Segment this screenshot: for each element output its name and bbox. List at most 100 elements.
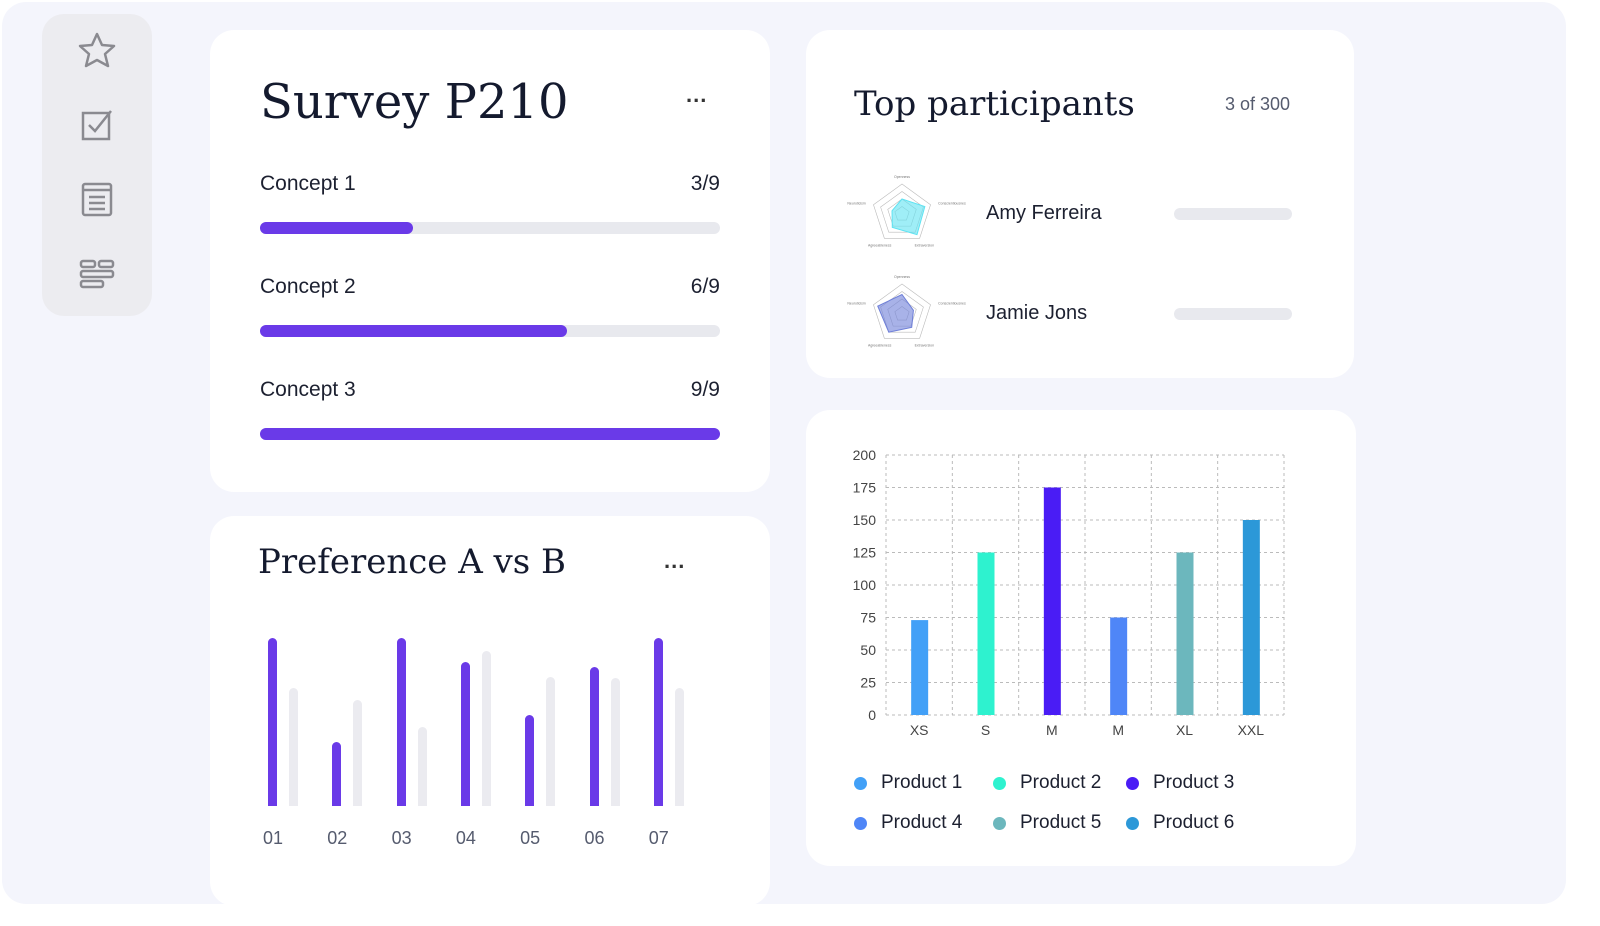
concept-score: 6/9 bbox=[690, 275, 720, 298]
radar-shape bbox=[877, 293, 914, 333]
x-tick-label: 07 bbox=[648, 828, 669, 848]
legend-item[interactable]: Product 4 bbox=[854, 812, 962, 834]
document-list-icon[interactable] bbox=[76, 178, 118, 220]
x-tick-label: M bbox=[1112, 722, 1124, 738]
checkbox-icon[interactable] bbox=[76, 104, 118, 146]
radar-axis-label: Neuroticism bbox=[847, 301, 866, 305]
star-icon[interactable] bbox=[76, 30, 118, 72]
legend-item[interactable]: Product 3 bbox=[1126, 772, 1234, 794]
preference-bar bbox=[396, 638, 406, 806]
y-tick-label: 125 bbox=[853, 545, 877, 561]
preference-bar bbox=[610, 678, 620, 806]
personality-radar-chart: Openness Conscientiousness Extraversion Agr… bbox=[847, 175, 967, 248]
progress-fill bbox=[260, 325, 567, 337]
legend-dot bbox=[993, 776, 1006, 790]
concept-row: Concept 1 3/9 bbox=[260, 172, 720, 196]
legend-item[interactable]: Product 6 bbox=[1126, 812, 1234, 834]
product-bar[interactable] bbox=[1176, 552, 1194, 716]
y-tick-label: 100 bbox=[853, 577, 877, 593]
participant-score-bar bbox=[1174, 208, 1292, 220]
concept-score: 3/9 bbox=[690, 172, 720, 195]
radar-axis-label: Agreeableness bbox=[868, 244, 892, 248]
participants-count: 3 of 300 bbox=[1224, 94, 1290, 114]
legend-label: Product 2 bbox=[1020, 772, 1102, 793]
radar-axis-label: Extraversion bbox=[915, 244, 935, 248]
more-menu-button[interactable]: ... bbox=[664, 548, 686, 573]
participant-score-bar bbox=[1174, 308, 1292, 320]
concept-score: 9/9 bbox=[690, 378, 720, 401]
preference-bar bbox=[417, 727, 427, 806]
product-bar[interactable] bbox=[1110, 617, 1128, 716]
more-menu-button[interactable]: ... bbox=[686, 82, 708, 107]
legend-dot bbox=[854, 816, 867, 830]
legend-item[interactable]: Product 1 bbox=[854, 772, 962, 794]
radar-axis-label: Conscientiousness bbox=[938, 301, 966, 305]
y-tick-label: 25 bbox=[860, 675, 876, 691]
concept-progress-bar bbox=[260, 222, 720, 234]
radar-axis-label: Openness bbox=[894, 175, 910, 179]
participants-title: Top participants bbox=[854, 84, 1135, 124]
legend-label: Product 3 bbox=[1153, 772, 1235, 793]
preference-bar bbox=[653, 638, 663, 806]
legend-item[interactable]: Product 2 bbox=[993, 772, 1101, 794]
radar-shape bbox=[891, 198, 926, 236]
legend-label: Product 5 bbox=[1020, 812, 1102, 833]
preference-bar bbox=[268, 638, 277, 806]
preference-bar bbox=[289, 688, 298, 806]
progress-fill bbox=[260, 222, 414, 234]
preference-bar bbox=[481, 651, 491, 806]
legend-label: Product 1 bbox=[881, 772, 963, 793]
concept-progress-bar bbox=[260, 325, 720, 337]
y-tick-label: 150 bbox=[853, 512, 877, 528]
participant-row[interactable]: Openness Conscientiousness Extraversion Agr… bbox=[846, 270, 1306, 360]
legend-label: Product 6 bbox=[1153, 812, 1235, 833]
radar-axis-label: Neuroticism bbox=[847, 201, 866, 205]
preference-bar bbox=[332, 742, 342, 806]
radar-axis-label: Agreeableness bbox=[868, 344, 892, 348]
preference-bar bbox=[546, 676, 556, 806]
progress-fill bbox=[260, 428, 720, 440]
radar-axis-label: Conscientiousness bbox=[938, 201, 966, 205]
preference-bar bbox=[674, 688, 684, 806]
survey-card: Survey P210 ... Concept 1 3/9 Concept 2 6/9… bbox=[210, 30, 770, 492]
concept-label: Concept 1 bbox=[260, 172, 356, 195]
product-bar[interactable] bbox=[1043, 487, 1061, 716]
product-bar[interactable] bbox=[977, 552, 995, 716]
x-tick-label: 05 bbox=[520, 828, 541, 848]
radar-axis-label: Extraversion bbox=[915, 344, 935, 348]
legend-dot bbox=[1126, 776, 1139, 790]
product-bar[interactable] bbox=[911, 620, 929, 715]
concept-row: Concept 3 9/9 bbox=[260, 378, 720, 402]
personality-radar-chart: Openness Conscientiousness Extraversion Agr… bbox=[847, 275, 967, 348]
legend-dot bbox=[1126, 816, 1139, 830]
legend-label: Product 4 bbox=[881, 812, 963, 833]
x-tick-label: 01 bbox=[262, 828, 284, 848]
y-tick-label: 200 bbox=[853, 447, 877, 463]
concept-progress-bar bbox=[260, 428, 720, 440]
participant-row[interactable]: Openness Conscientiousness Extraversion Agr… bbox=[846, 170, 1306, 260]
concept-label: Concept 2 bbox=[260, 275, 356, 298]
preference-bar bbox=[589, 666, 599, 806]
preference-bar bbox=[525, 715, 535, 806]
preference-card: Preference A vs B ... 01 02 03 04 05 06 07 bbox=[210, 516, 770, 906]
preference-bar bbox=[460, 661, 470, 806]
x-tick-label: 04 bbox=[455, 828, 476, 848]
x-tick-label: XS bbox=[910, 722, 929, 738]
product-bar[interactable] bbox=[1242, 520, 1260, 715]
x-tick-label: 03 bbox=[391, 828, 412, 848]
x-tick-label: S bbox=[981, 722, 990, 738]
page-title: Survey P210 bbox=[260, 74, 569, 130]
participants-card: Top participants 3 of 300 Openness Consci… bbox=[806, 30, 1354, 378]
x-tick-label: M bbox=[1046, 722, 1058, 738]
layout-icon[interactable] bbox=[76, 252, 118, 294]
legend-item[interactable]: Product 5 bbox=[993, 812, 1101, 834]
concept-row: Concept 2 6/9 bbox=[260, 275, 720, 299]
participant-name: Jamie Jons bbox=[986, 302, 1088, 324]
x-tick-label: 06 bbox=[584, 828, 605, 848]
radar-axis-label: Openness bbox=[894, 275, 910, 279]
y-tick-label: 50 bbox=[860, 642, 876, 658]
concept-label: Concept 3 bbox=[260, 378, 356, 401]
legend-dot bbox=[854, 776, 867, 790]
y-tick-label: 0 bbox=[868, 707, 876, 723]
preference-title: Preference A vs B bbox=[258, 542, 567, 582]
